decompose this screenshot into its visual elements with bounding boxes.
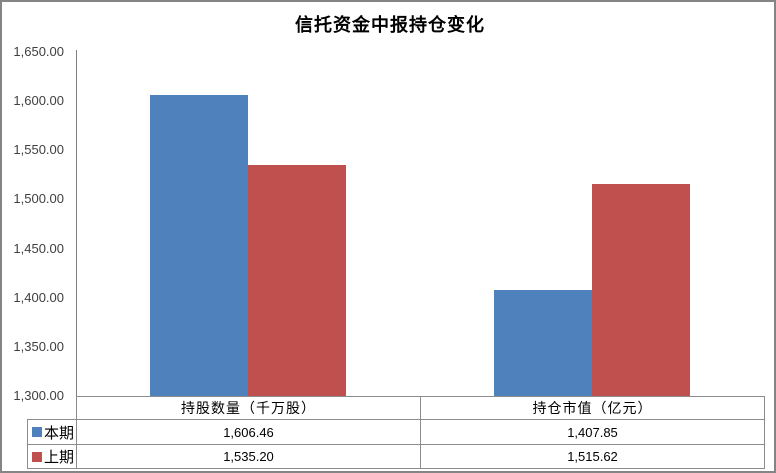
legend-swatch-previous [32,451,42,462]
legend-swatch-current [32,427,42,437]
bar-上期-0 [248,164,346,396]
y-axis-tick-label: 1,600.00 [13,93,64,109]
bar-本期-1 [494,289,592,396]
value-current-shares: 1,606.46 [76,419,421,445]
y-axis-tick-label: 1,500.00 [13,191,64,207]
value-current-marketcap: 1,407.85 [420,419,765,445]
legend-label-current: 本期 [44,424,75,442]
legend-label-previous: 上期 [44,449,75,466]
bar-上期-1 [592,184,690,396]
value-previous-shares: 1,535.20 [76,444,421,469]
category-header-2: 持仓市值（亿元） [420,396,765,420]
legend-row-previous: 上期 [27,444,77,469]
y-axis-tick-label: 1,450.00 [13,240,64,256]
bar-本期-0 [150,94,248,396]
y-axis-tick-label: 1,350.00 [13,338,64,354]
value-previous-marketcap: 1,515.62 [420,444,765,469]
y-axis-tick-label: 1,650.00 [13,44,64,59]
y-axis-tick-label: 1,550.00 [13,142,64,158]
legend-row-current: 本期 [27,419,77,445]
chart-title: 信托资金中报持仓变化 [295,15,485,35]
y-axis-line [76,50,77,396]
y-axis-tick-label: 1,400.00 [13,289,64,305]
category-header-1: 持股数量（千万股） [76,396,421,420]
y-axis-tick-label: 1,300.00 [13,388,64,403]
